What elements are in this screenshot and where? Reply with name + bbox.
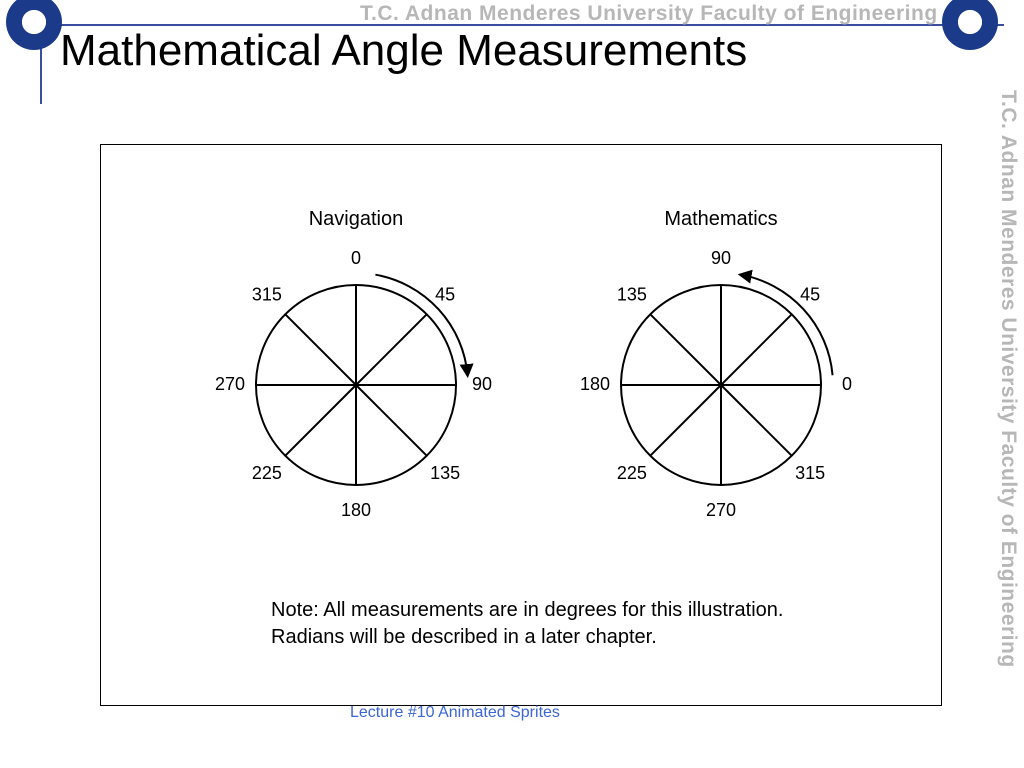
degree-label: 270 xyxy=(706,500,736,520)
degree-label: 45 xyxy=(435,285,455,305)
watermark-top: T.C. Adnan Menderes University Faculty o… xyxy=(360,2,944,26)
degree-label: 270 xyxy=(215,374,245,394)
degree-label: 45 xyxy=(800,285,820,305)
degree-label: 90 xyxy=(711,248,731,268)
page-title: Mathematical Angle Measurements xyxy=(60,26,747,76)
figure-note: Note: All measurements are in degrees fo… xyxy=(271,597,831,651)
spoke-line xyxy=(285,314,356,385)
spoke-line xyxy=(285,385,356,456)
watermark-right: T.C. Adnan Menderes University Faculty o… xyxy=(996,90,1020,668)
degree-label: 90 xyxy=(472,374,492,394)
diagram-title: Mathematics xyxy=(664,208,777,230)
university-logo-right: ENG xyxy=(942,0,998,50)
spoke-line xyxy=(356,385,427,456)
note-line-2: Radians will be described in a later cha… xyxy=(271,626,657,648)
footer-lecture-link[interactable]: Lecture #10 Animated Sprites xyxy=(350,704,560,722)
note-line-1: Note: All measurements are in degrees fo… xyxy=(271,599,783,621)
diagram-title: Navigation xyxy=(309,208,404,230)
spoke-line xyxy=(650,385,721,456)
degree-label: 0 xyxy=(351,248,361,268)
figure-frame: Navigation 0 45 90 135 180 225 270 315 Mathematic… xyxy=(100,144,942,706)
degree-label: 315 xyxy=(795,463,825,483)
spoke-line xyxy=(650,314,721,385)
degree-label: 135 xyxy=(430,463,460,483)
degree-label: 225 xyxy=(252,463,282,483)
university-logo-left: ADU xyxy=(6,0,62,50)
degree-label: 315 xyxy=(252,285,282,305)
degree-label: 180 xyxy=(580,374,610,394)
spoke-line xyxy=(721,314,792,385)
degree-label: 180 xyxy=(341,500,371,520)
degree-label: 0 xyxy=(842,374,852,394)
spoke-line xyxy=(356,314,427,385)
degree-label: 135 xyxy=(617,285,647,305)
spoke-line xyxy=(721,385,792,456)
degree-label: 225 xyxy=(617,463,647,483)
